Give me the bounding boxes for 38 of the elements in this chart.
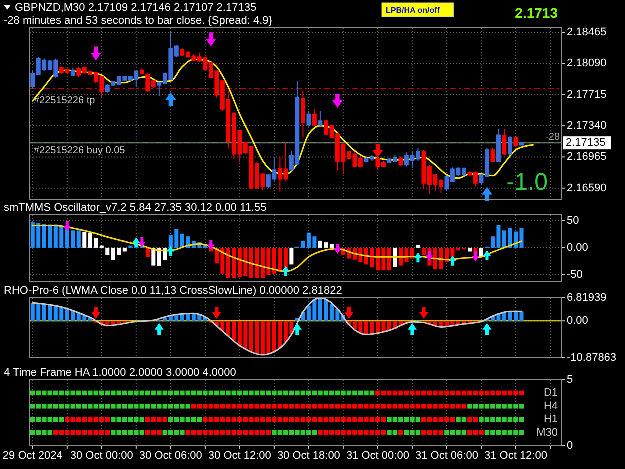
- y-tick-label: 6.81939: [567, 292, 607, 304]
- y-tick-label: 0: [567, 440, 574, 452]
- y-tick-label: 50: [567, 214, 580, 227]
- x-tick-label: 31 Oct 06:00: [415, 450, 478, 462]
- series-label: D1: [544, 387, 558, 400]
- x-tick-label: 30 Oct 12:00: [208, 450, 272, 462]
- y-tick-label: 2.18465: [567, 26, 607, 39]
- ref-line-label: 2.17135: [566, 137, 606, 150]
- ref-line-label: #22515226 buy 0.05: [34, 146, 126, 157]
- x-tick-label: 30 Oct 06:00: [139, 450, 202, 462]
- ref-line-label: #22515226 tp: [34, 96, 96, 107]
- chart-title: smTMMS Oscillator_v7.2 5.84 27.35 30.12 0.00 11.55: [4, 202, 267, 214]
- x-tick-label: 31 Oct 00:00: [346, 450, 410, 462]
- y-tick-label: -10.87863: [567, 352, 617, 364]
- x-tick-label: 31 Oct 12:00: [484, 450, 548, 462]
- series-label: H4: [544, 400, 558, 412]
- y-tick-label: 2.16590: [567, 182, 607, 194]
- y-tick-label: 0.00: [567, 242, 588, 254]
- y-tick-label: 5: [567, 374, 574, 386]
- y-tick-label: -50: [567, 268, 583, 281]
- chart-title: 4 Time Frame HA 1.0000 2.0000 3.0000 4.0000: [4, 367, 236, 379]
- text: 2.1713: [515, 5, 558, 21]
- annotation: -1.0: [506, 169, 548, 196]
- x-tick-label: 30 Oct 18:00: [277, 450, 340, 462]
- series-label: M30: [536, 426, 558, 439]
- toggle-button: LPB/HA on/off: [382, 2, 454, 18]
- series-label: H1: [544, 414, 558, 426]
- x-tick-label: 29 Oct 2024: [2, 450, 63, 462]
- annotation: -28: [546, 132, 560, 143]
- y-tick-label: 2.17340: [567, 120, 607, 132]
- chart-title: GBPNZD,M30 2.17109 2.17146 2.17107 2.17135: [15, 2, 257, 14]
- chart-title: RHO-Pro-6 (LWMA Close 0,0 11,13 CrossSlowLine) 0.00000 2.81822: [4, 285, 342, 297]
- x-tick-label: 30 Oct 00:00: [70, 450, 134, 462]
- y-tick-label: 2.18090: [567, 58, 607, 70]
- y-tick-label: 2.17715: [567, 88, 607, 101]
- y-tick-label: 0.00: [567, 315, 588, 328]
- chart-subtitle: -28 minutes and 53 seconds to bar close. {Spread: 4.9}: [4, 15, 273, 27]
- y-tick-label: 2.16965: [567, 151, 607, 164]
